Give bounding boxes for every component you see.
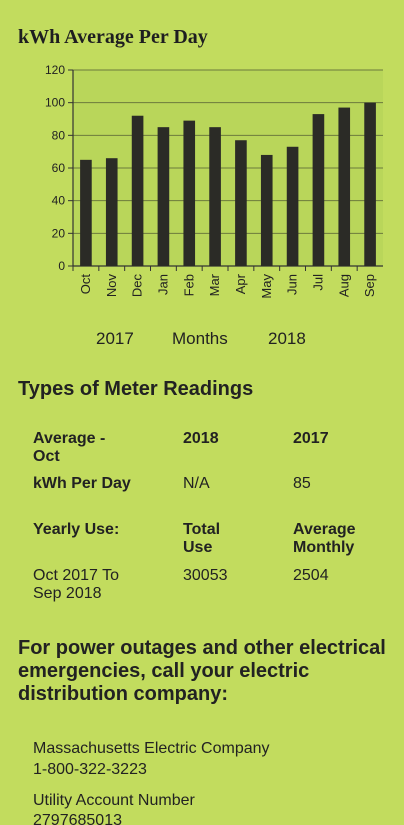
company-name: Massachusetts Electric Company	[33, 740, 270, 757]
emergency-notice: For power outages and other electrical e…	[18, 637, 386, 705]
chart-title: kWh Average Per Day	[18, 26, 208, 48]
x-tick-label: Sep	[362, 274, 377, 297]
year-2017-label: 2017	[96, 329, 134, 348]
bars	[80, 102, 376, 267]
x-tick-label: Apr	[233, 273, 248, 294]
company-phone: 1-800-322-3223	[33, 761, 147, 778]
bar-oct	[80, 159, 92, 266]
meter-readings-title: Types of Meter Readings	[18, 378, 254, 400]
y-tick-labels: 0 20 40 60 80 100 120	[45, 63, 65, 273]
yearly-use-label: Yearly Use:	[33, 521, 120, 538]
x-tick-label: Mar	[207, 273, 222, 296]
x-tick-label: Feb	[181, 274, 196, 296]
gridlines	[73, 69, 383, 234]
kwh-per-day-2018: N/A	[183, 475, 210, 492]
kwh-bar-chart: 0 20 40 60 80 100 120 Oct Nov Dec Jan Feb Mar Apr May…	[45, 63, 383, 299]
bar-feb	[183, 120, 196, 266]
axes	[68, 69, 383, 271]
bar-jul	[312, 114, 325, 266]
average-monthly-value: 2504	[293, 567, 329, 584]
x-tick-label: Dec	[130, 274, 145, 298]
col-2017-header: 2017	[293, 430, 329, 447]
bar-jun	[286, 146, 299, 266]
period-label: Oct 2017 To Sep 2018	[33, 567, 119, 602]
bar-apr	[235, 140, 247, 266]
y-tick-label: 20	[52, 226, 66, 240]
bar-sep	[364, 102, 376, 267]
months-axis-label: Months	[172, 329, 228, 348]
x-tick-labels: Oct Nov Dec Jan Feb Mar Apr May Jun Jul Aug Sep	[78, 273, 377, 298]
total-use-header: Total Use	[183, 521, 221, 556]
bar-jan	[157, 127, 170, 267]
average-monthly-header: Average Monthly	[293, 521, 356, 556]
kwh-per-day-label: kWh Per Day	[33, 475, 131, 492]
y-tick-label: 120	[45, 63, 65, 77]
x-tick-label: Jan	[155, 274, 170, 295]
col-2018-header: 2018	[183, 430, 219, 447]
bar-mar	[209, 127, 221, 267]
kwh-per-day-2017: 85	[293, 475, 311, 492]
y-tick-label: 100	[45, 96, 65, 110]
x-tick-label: Oct	[78, 274, 93, 295]
year-2018-label: 2018	[268, 329, 306, 348]
account-number: 2797685013	[33, 812, 122, 825]
bar-aug	[338, 107, 351, 266]
bar-nov	[105, 158, 118, 266]
y-tick-label: 80	[52, 128, 66, 142]
y-tick-label: 60	[52, 161, 66, 175]
x-tick-label: Jul	[310, 274, 325, 291]
total-use-value: 30053	[183, 567, 228, 584]
y-tick-label: 40	[52, 194, 66, 208]
x-tick-label: Jun	[285, 274, 300, 295]
x-tick-label: May	[259, 274, 274, 299]
y-tick-label: 0	[58, 259, 65, 273]
chart-footer: 2017 Months 2018	[0, 329, 404, 351]
bar-may	[260, 154, 273, 266]
x-tick-label: Nov	[104, 274, 119, 298]
account-number-label: Utility Account Number	[33, 792, 195, 809]
x-tick-label: Aug	[336, 274, 351, 297]
average-oct-header: Average - Oct	[33, 430, 106, 465]
bar-dec	[131, 115, 144, 266]
